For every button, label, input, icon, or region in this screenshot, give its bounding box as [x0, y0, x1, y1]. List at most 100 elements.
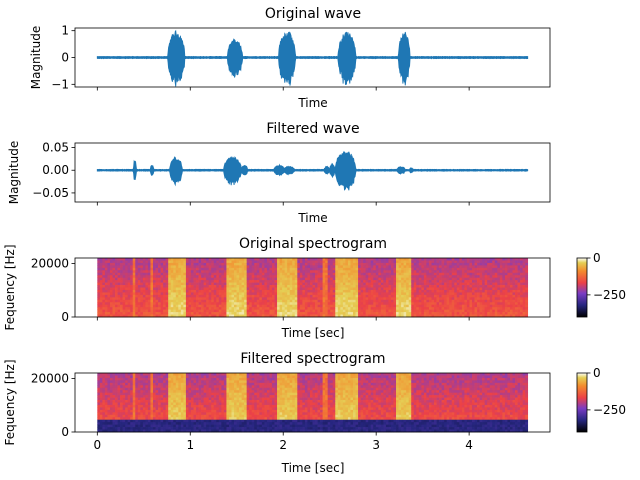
original-spectrogram-cell	[160, 258, 164, 261]
original-spectrogram-cell	[332, 262, 336, 266]
original-spectrogram-cell	[127, 289, 131, 293]
original-spectrogram-cell	[375, 297, 379, 301]
filtered-spectrogram-cell	[135, 419, 139, 423]
original-spectrogram-cell	[289, 297, 293, 301]
original-spectrogram-cell	[208, 294, 212, 298]
original-spectrogram-cell	[368, 280, 372, 283]
original-spectrogram-cell	[302, 309, 306, 313]
filtered-spectrogram-cell	[102, 380, 106, 384]
original-spectrogram-cell	[325, 275, 329, 279]
original-spectrogram-cell	[115, 270, 118, 274]
filtered-spectrogram-cell	[104, 412, 108, 416]
original-spectrogram-cell	[203, 307, 207, 310]
original-spectrogram-cell	[355, 260, 359, 264]
original-spectrogram-cell	[137, 277, 141, 281]
original-spectrogram-cell	[489, 267, 493, 271]
original-spectrogram-cell	[434, 282, 437, 286]
original-spectrogram-cell	[479, 280, 483, 283]
original-spectrogram-cell	[431, 272, 435, 276]
original-spectrogram-cell	[363, 270, 367, 274]
filtered-spectrogram-cell	[120, 392, 123, 396]
original-spectrogram-cell	[145, 260, 149, 264]
original-spectrogram-cell	[370, 267, 374, 271]
original-spectrogram-cell	[383, 302, 387, 306]
original-spectrogram-cell	[137, 285, 141, 288]
original-spectrogram-cell	[413, 287, 417, 291]
original-spectrogram-cell	[185, 302, 189, 306]
filtered-spectrogram-cell	[109, 404, 113, 408]
original-spectrogram-cell	[507, 292, 511, 296]
original-spectrogram-cell	[231, 258, 235, 261]
original-spectrogram-cell	[309, 260, 313, 264]
filtered-spectrogram-cell	[150, 385, 154, 389]
original-spectrogram-cell	[231, 289, 235, 293]
original-spectrogram-cell	[201, 285, 204, 288]
original-spectrogram-cell	[196, 297, 199, 301]
filtered-spectrogram-cell	[102, 377, 106, 381]
original-spectrogram-cell	[418, 262, 422, 266]
original-spectrogram-cell	[218, 277, 222, 281]
original-spectrogram-cell	[355, 270, 359, 274]
original-spectrogram-cell	[239, 262, 242, 266]
original-spectrogram-ytick-label: 0	[61, 310, 69, 324]
original-spectrogram-cell	[479, 307, 483, 310]
original-spectrogram-cell	[140, 270, 144, 274]
original-spectrogram-cell	[332, 289, 336, 293]
filtered-spectrogram-cell	[145, 397, 149, 401]
filtered-spectrogram-cell	[168, 387, 172, 391]
original-spectrogram-cell	[482, 285, 485, 288]
original-spectrogram-cell	[396, 294, 399, 298]
original-spectrogram-cell	[287, 302, 291, 306]
original-spectrogram-cell	[206, 277, 210, 281]
filtered-spectrogram-cell	[132, 382, 136, 386]
original-spectrogram-cell	[277, 277, 280, 281]
original-spectrogram-cell	[385, 285, 389, 288]
filtered-spectrogram-cell	[132, 417, 136, 421]
original-spectrogram-cell	[390, 265, 394, 269]
original-spectrogram-cell	[294, 258, 298, 261]
original-spectrogram-cell	[439, 287, 442, 291]
original-spectrogram-cell	[206, 297, 210, 301]
original-spectrogram-cell	[418, 292, 422, 296]
original-spectrogram-cell	[122, 258, 126, 261]
original-spectrogram-cell	[449, 258, 453, 261]
original-spectrogram-cell	[403, 282, 407, 286]
original-spectrogram-cell	[375, 280, 379, 283]
filtered-spectrogram-cell	[107, 414, 111, 418]
filtered-spectrogram-cell	[117, 427, 121, 430]
original-spectrogram-cell	[451, 258, 455, 261]
filtered-spectrogram-cell	[165, 419, 169, 423]
original-spectrogram-cell	[294, 304, 298, 308]
original-spectrogram-cell	[441, 285, 445, 288]
filtered-wave-series	[96, 150, 529, 191]
original-spectrogram-cell	[145, 272, 149, 276]
original-spectrogram-cell	[274, 275, 278, 279]
original-spectrogram-cell	[127, 270, 131, 274]
original-spectrogram-cell	[449, 304, 453, 308]
filtered-spectrogram-cell	[122, 382, 126, 386]
original-spectrogram-cell	[320, 258, 323, 261]
filtered-spectrogram-cell	[185, 377, 189, 381]
original-spectrogram-cell	[454, 258, 458, 261]
original-spectrogram-cell	[426, 265, 430, 269]
original-spectrogram-cell	[350, 280, 354, 283]
original-spectrogram-cell	[312, 285, 316, 288]
original-spectrogram-cell	[383, 270, 387, 274]
original-spectrogram-cell	[444, 304, 448, 308]
original-spectrogram-cell	[375, 299, 379, 303]
filtered-spectrogram-cell	[127, 402, 131, 406]
original-spectrogram-cell	[355, 272, 359, 276]
original-spectrogram-cell	[117, 292, 121, 296]
filtered-spectrogram-cell	[99, 414, 103, 418]
original-spectrogram-cell	[284, 282, 288, 286]
original-spectrogram-cell	[464, 309, 468, 313]
original-spectrogram-cell	[294, 287, 298, 291]
original-spectrogram-cell	[244, 272, 248, 276]
original-spectrogram-cell	[221, 282, 225, 286]
filtered-spectrogram-cell	[183, 407, 187, 411]
original-spectrogram-cell	[183, 272, 187, 276]
filtered-spectrogram-cell	[117, 392, 121, 396]
original-spectrogram-cell	[406, 282, 410, 286]
original-spectrogram-cell	[317, 314, 321, 318]
original-spectrogram-cell	[406, 299, 410, 303]
